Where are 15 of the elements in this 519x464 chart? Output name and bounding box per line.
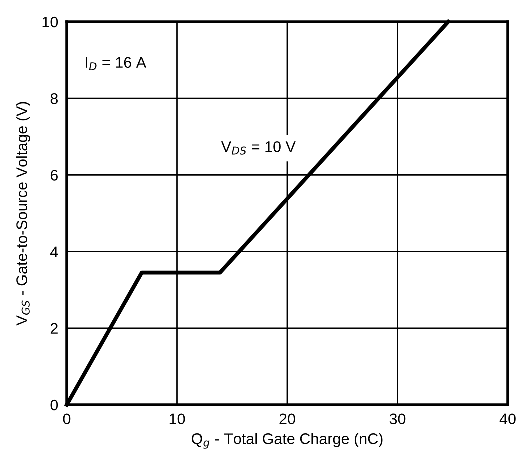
y-tick-label: 8: [50, 93, 58, 104]
x-tick-label: 40: [500, 414, 516, 425]
y-tick-label: 0: [50, 400, 58, 411]
y-tick-label: 6: [50, 170, 58, 181]
annotation: I$_{D}$ = 16 A: [86, 57, 146, 70]
y-tick-label: 10: [42, 16, 58, 28]
y-axis-title: V$_{GS}$ - Gate-to-Source Voltage (V): [16, 102, 30, 326]
x-tick-label: 30: [390, 414, 406, 425]
x-tick-label: 10: [170, 414, 186, 425]
y-tick-label: 4: [50, 246, 58, 258]
y-tick-label: 2: [50, 323, 58, 334]
annotation: V$_{DS}$ = 10 V: [221, 142, 296, 155]
x-tick-label: 20: [280, 414, 296, 425]
x-axis-title: Q$_{g}$ - Total Gate Charge (nC): [192, 433, 383, 449]
x-tick-label: 0: [63, 414, 71, 425]
